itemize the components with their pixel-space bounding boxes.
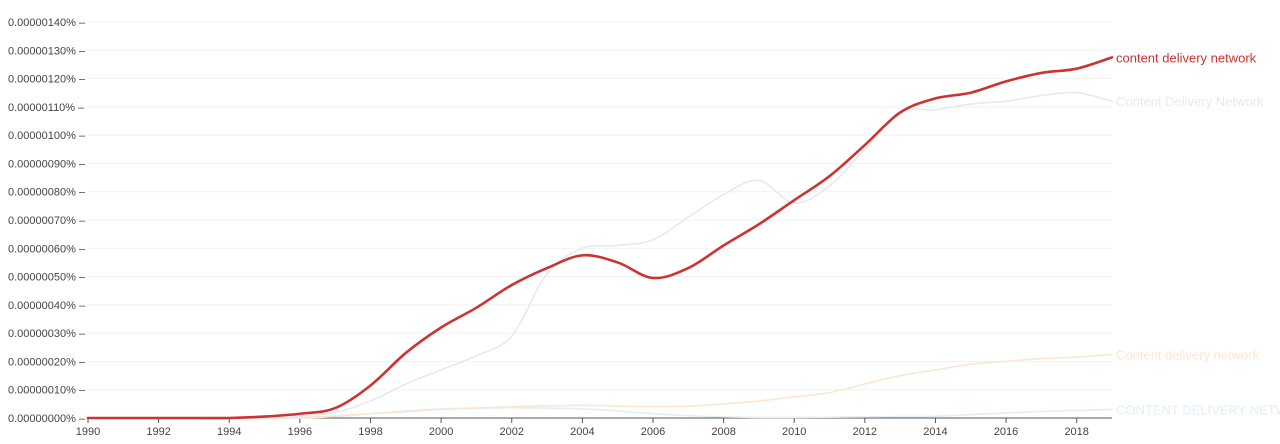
y-tick-label: 0.00000000% – xyxy=(8,413,86,425)
y-tick-label: 0.00000080% – xyxy=(8,187,86,199)
series-line[interactable] xyxy=(87,353,1113,419)
y-tick-label: 0.00000060% – xyxy=(8,243,86,255)
y-axis: 0.00000000% – 0.00000010% – 0.00000020% – 0… xyxy=(8,17,86,425)
x-tick-label: 1994 xyxy=(217,426,241,438)
x-tick-label: 2012 xyxy=(853,426,877,438)
y-tick-label: 0.00000140% – xyxy=(8,17,86,29)
y-tick-label: 0.00000070% – xyxy=(8,215,86,227)
x-tick-label: 2002 xyxy=(499,426,523,438)
x-tick-label: 1990 xyxy=(76,426,100,438)
series-line[interactable] xyxy=(86,56,1114,420)
y-tick-label: 0.00000010% – xyxy=(8,385,86,397)
y-tick-label: 0.00000050% – xyxy=(8,272,86,284)
series-line[interactable] xyxy=(87,91,1113,419)
y-tick-label: 0.00000030% – xyxy=(8,328,86,340)
x-axis: 1990 1992 1994 1996 1998 2000 2002 2004 2006 2008… xyxy=(76,417,1112,438)
x-tick-label: 2008 xyxy=(711,426,735,438)
grid-lines xyxy=(88,21,1112,391)
x-tick-label: 2018 xyxy=(1064,426,1088,438)
x-tick-label: 2004 xyxy=(570,426,594,438)
series-lines xyxy=(86,56,1114,420)
x-tick-label: 2006 xyxy=(641,426,665,438)
series-end-label[interactable]: Content delivery network xyxy=(1116,347,1260,362)
y-tick-label: 0.00000130% – xyxy=(8,45,86,57)
x-tick-label: 1992 xyxy=(146,426,170,438)
y-tick-label: 0.00000020% – xyxy=(8,356,86,368)
y-tick-label: 0.00000120% – xyxy=(8,74,86,86)
y-tick-label: 0.00000090% – xyxy=(8,158,86,170)
y-tick-label: 0.00000100% – xyxy=(8,130,86,142)
x-tick-label: 1996 xyxy=(288,426,312,438)
series-end-label[interactable]: content delivery network xyxy=(1116,50,1257,65)
x-tick-label: 1998 xyxy=(358,426,382,438)
y-tick-label: 0.00000040% – xyxy=(8,300,86,312)
x-tick-label: 2010 xyxy=(782,426,806,438)
series-end-label[interactable]: Content Delivery Network xyxy=(1116,94,1264,109)
x-tick-label: 2000 xyxy=(429,426,453,438)
x-tick-label: 2016 xyxy=(994,426,1018,438)
series-labels: content delivery network Content Delivery… xyxy=(1116,50,1280,417)
series-end-label[interactable]: CONTENT DELIVERY NETWORK xyxy=(1116,403,1280,418)
y-tick-label: 0.00000110% – xyxy=(8,102,85,114)
x-tick-label: 2014 xyxy=(923,426,947,438)
